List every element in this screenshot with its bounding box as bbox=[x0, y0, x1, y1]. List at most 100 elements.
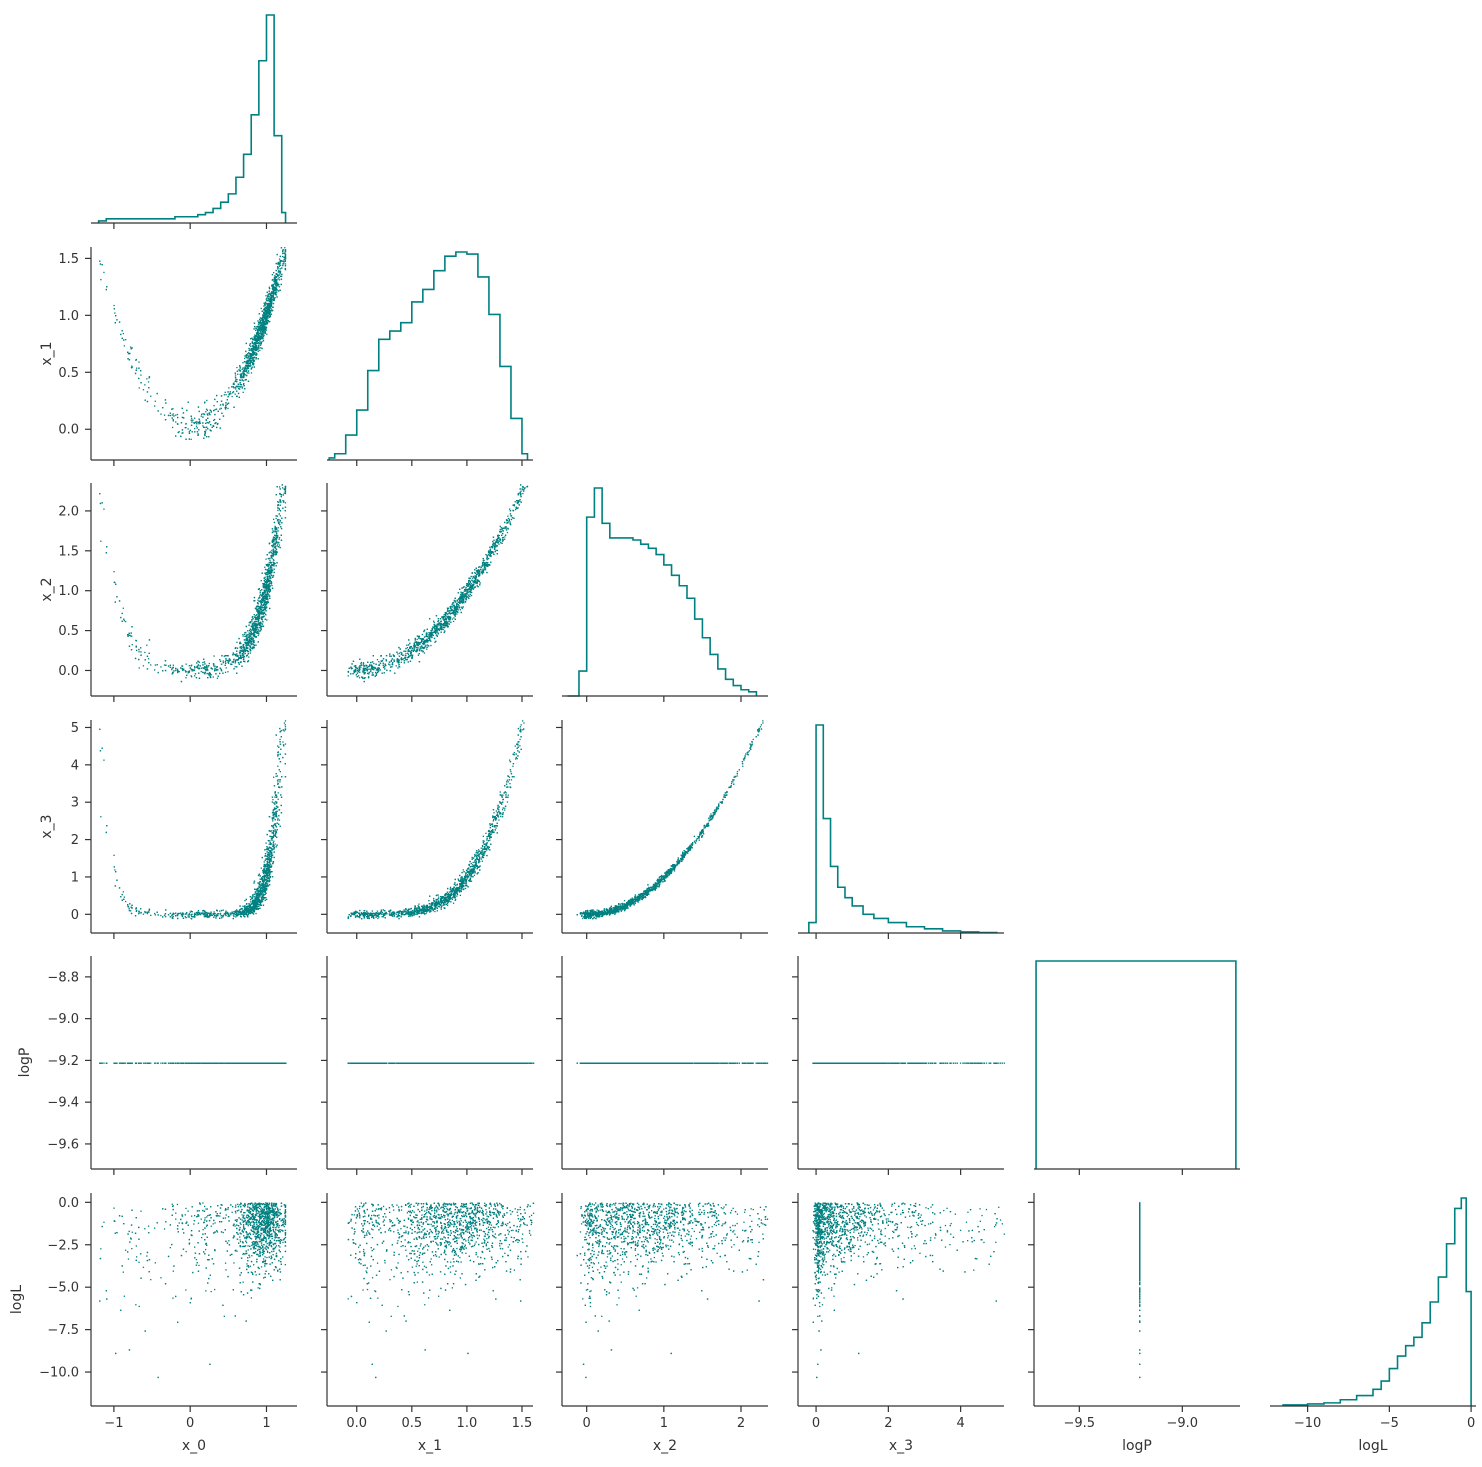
scatter-point bbox=[188, 431, 190, 433]
scatter-point bbox=[265, 598, 267, 600]
scatter-point bbox=[284, 254, 287, 256]
scatter-point bbox=[265, 307, 267, 309]
scatter-point bbox=[228, 387, 230, 389]
scatter-point bbox=[275, 515, 277, 517]
scatter-point bbox=[205, 668, 207, 670]
scatter-point bbox=[194, 667, 196, 669]
scatter-point bbox=[234, 647, 236, 649]
scatter-point bbox=[213, 405, 215, 407]
scatter-point bbox=[189, 667, 191, 669]
scatter-point bbox=[260, 605, 262, 607]
scatter-point bbox=[259, 330, 262, 333]
scatter-point bbox=[275, 280, 277, 283]
scatter-point bbox=[222, 672, 224, 674]
scatter-point bbox=[244, 649, 246, 651]
scatter-point bbox=[243, 369, 246, 371]
scatter-point bbox=[125, 620, 127, 623]
scatter-point bbox=[276, 282, 278, 285]
scatter-point bbox=[268, 312, 270, 314]
scatter-point bbox=[205, 419, 207, 421]
scatter-point bbox=[121, 620, 123, 622]
scatter-point bbox=[214, 398, 216, 401]
scatter-point bbox=[261, 319, 263, 321]
scatter-point bbox=[175, 435, 177, 437]
scatter-point bbox=[216, 426, 218, 429]
scatter-point bbox=[270, 295, 272, 298]
scatter-point bbox=[263, 302, 265, 304]
scatter-point bbox=[177, 416, 179, 419]
scatter-point bbox=[522, 492, 524, 495]
scatter-point bbox=[138, 667, 140, 669]
scatter-point bbox=[254, 356, 256, 358]
scatter-point bbox=[101, 264, 103, 266]
scatter-point bbox=[273, 538, 276, 541]
scatter-point bbox=[278, 542, 280, 544]
scatter-point bbox=[175, 669, 177, 672]
scatter-point bbox=[261, 324, 263, 326]
scatter-point bbox=[261, 589, 263, 591]
scatter-point bbox=[255, 332, 258, 334]
scatter-point bbox=[180, 667, 182, 669]
scatter-point bbox=[206, 422, 208, 424]
scatter-point bbox=[242, 633, 244, 636]
scatter-point bbox=[255, 328, 257, 330]
scatter-point bbox=[284, 259, 286, 262]
scatter-point bbox=[252, 353, 254, 355]
scatter-point bbox=[243, 370, 246, 372]
scatter-point bbox=[227, 396, 229, 398]
scatter-point bbox=[275, 494, 277, 496]
scatter-point bbox=[260, 580, 262, 582]
scatter-point bbox=[277, 527, 279, 529]
scatter-point bbox=[276, 515, 279, 517]
scatter-point bbox=[275, 534, 278, 536]
scatter-point bbox=[185, 677, 187, 679]
scatter-point bbox=[246, 359, 248, 362]
scatter-point bbox=[192, 669, 194, 671]
scatter-point bbox=[203, 437, 205, 439]
scatter-point bbox=[284, 485, 287, 488]
scatter-point bbox=[258, 332, 261, 335]
scatter-point bbox=[284, 492, 287, 495]
scatter-point bbox=[191, 421, 193, 423]
scatter-point bbox=[268, 542, 271, 544]
scatter-point bbox=[237, 383, 239, 385]
scatter-point bbox=[272, 574, 275, 577]
scatter-point bbox=[236, 379, 238, 381]
scatter-point bbox=[253, 360, 255, 363]
scatter-point bbox=[268, 567, 270, 569]
scatter-point bbox=[169, 414, 171, 417]
scatter-point bbox=[270, 313, 272, 315]
scatter-point bbox=[254, 346, 256, 348]
scatter-point bbox=[243, 385, 245, 387]
scatter-point bbox=[208, 673, 210, 675]
scatter-point bbox=[256, 326, 258, 328]
scatter-point bbox=[256, 337, 259, 340]
scatter-point bbox=[267, 315, 269, 317]
scatter-point bbox=[240, 656, 242, 658]
scatter-point bbox=[267, 564, 270, 566]
scatter-point bbox=[265, 320, 267, 322]
scatter-point bbox=[277, 501, 279, 503]
scatter-point bbox=[252, 641, 255, 643]
scatter-point bbox=[239, 646, 241, 649]
scatter-point bbox=[259, 317, 261, 319]
scatter-point bbox=[250, 647, 253, 649]
scatter-point bbox=[203, 672, 205, 674]
scatter-point bbox=[162, 407, 164, 409]
scatter-point bbox=[202, 416, 204, 418]
scatter-point bbox=[186, 409, 188, 412]
scatter-point bbox=[279, 500, 281, 502]
scatter-point bbox=[279, 268, 281, 270]
scatter-point bbox=[263, 328, 265, 330]
scatter-point bbox=[256, 336, 258, 338]
scatter-point bbox=[100, 279, 102, 281]
scatter-point bbox=[284, 249, 287, 251]
scatter-point bbox=[263, 326, 265, 328]
scatter-point bbox=[236, 370, 239, 372]
scatter-point bbox=[206, 436, 208, 438]
scatter-point bbox=[202, 671, 204, 674]
scatter-point bbox=[264, 328, 266, 330]
scatter-point bbox=[240, 373, 243, 375]
scatter-point bbox=[169, 412, 171, 414]
scatter-point bbox=[266, 299, 268, 302]
